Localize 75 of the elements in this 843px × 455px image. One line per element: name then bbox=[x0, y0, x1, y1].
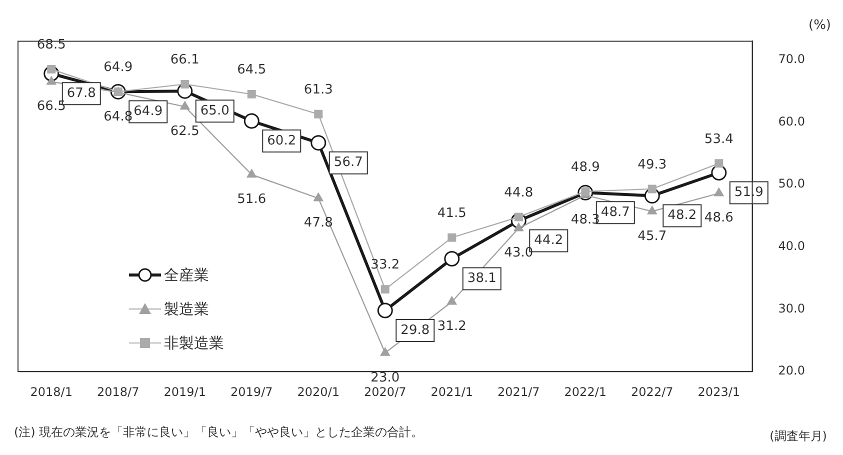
point bbox=[513, 222, 524, 232]
point bbox=[446, 296, 458, 305]
data-label: 41.5 bbox=[437, 206, 466, 221]
data-label: 31.2 bbox=[437, 319, 466, 334]
data-label: 47.8 bbox=[304, 216, 333, 231]
data-label: 33.2 bbox=[370, 258, 400, 273]
x-tick-label: 2021/1 bbox=[430, 384, 474, 399]
point bbox=[444, 251, 460, 267]
data-label: 60.2 bbox=[267, 133, 296, 148]
point bbox=[714, 187, 724, 196]
legend-label: 全産業 bbox=[164, 266, 209, 284]
y-tick-label: 40.0 bbox=[778, 239, 805, 254]
point bbox=[246, 168, 257, 178]
point bbox=[314, 110, 323, 118]
point bbox=[313, 192, 324, 202]
data-label: 29.8 bbox=[400, 322, 430, 338]
data-label: 56.7 bbox=[334, 155, 363, 170]
point bbox=[180, 80, 190, 88]
point bbox=[648, 184, 656, 194]
data-label: 48.9 bbox=[570, 160, 600, 175]
data-label: 68.5 bbox=[36, 38, 66, 53]
data-label: 49.3 bbox=[638, 157, 667, 172]
data-label: 51.6 bbox=[237, 192, 266, 207]
data-label: 64.5 bbox=[237, 62, 266, 78]
point bbox=[646, 205, 658, 214]
x-tick-label: 2022/7 bbox=[631, 384, 674, 399]
data-label: 48.7 bbox=[600, 205, 630, 220]
x-tick-label: 2018/7 bbox=[97, 384, 140, 399]
data-label: 48.2 bbox=[668, 208, 697, 224]
data-label: 64.9 bbox=[104, 60, 133, 76]
point bbox=[380, 285, 390, 294]
point bbox=[244, 113, 260, 129]
x-tick-label: 2020/7 bbox=[364, 384, 406, 399]
point bbox=[448, 233, 456, 242]
text: (注) 現在の業況を「非常に良い」「良い」「やや良い」とした企業の合計。 bbox=[14, 424, 424, 441]
y-axis-title: (%) bbox=[808, 18, 831, 33]
data-label: 65.0 bbox=[200, 103, 230, 118]
x-tick-label: 2019/1 bbox=[164, 384, 206, 399]
x-axis-title: (調査年月) bbox=[770, 428, 827, 445]
data-label: 45.7 bbox=[638, 228, 667, 244]
legend-label: 製造業 bbox=[164, 300, 209, 318]
data-label: 48.6 bbox=[704, 210, 734, 226]
data-label: 38.1 bbox=[467, 271, 496, 286]
point bbox=[377, 302, 393, 318]
data-label: 66.1 bbox=[170, 52, 200, 68]
data-label: 53.4 bbox=[704, 132, 734, 147]
y-tick-label: 50.0 bbox=[778, 176, 805, 191]
point bbox=[714, 159, 724, 168]
point bbox=[47, 65, 56, 74]
legend-label: 非製造業 bbox=[164, 334, 224, 352]
y-tick-label: 20.0 bbox=[778, 364, 805, 378]
point bbox=[711, 164, 727, 180]
x-tick-label: 2021/7 bbox=[498, 384, 540, 399]
y-tick-label: 70.0 bbox=[778, 52, 805, 66]
point bbox=[180, 100, 190, 110]
data-label: 67.8 bbox=[66, 86, 96, 101]
point bbox=[380, 346, 390, 356]
data-label: 62.5 bbox=[170, 124, 200, 140]
point bbox=[310, 135, 326, 151]
data-label: 61.3 bbox=[304, 82, 333, 98]
data-label: 44.2 bbox=[534, 233, 564, 248]
data-label: 43.0 bbox=[504, 246, 534, 261]
x-tick-label: 2019/7 bbox=[230, 384, 273, 399]
x-tick-label: 2022/1 bbox=[564, 384, 607, 399]
x-tick-label: 2018/1 bbox=[30, 384, 72, 399]
point bbox=[247, 90, 256, 98]
y-tick-label: 30.0 bbox=[778, 301, 805, 316]
point bbox=[46, 76, 57, 85]
y-tick-label: 60.0 bbox=[778, 114, 805, 128]
x-tick-label: 2023/1 bbox=[698, 384, 740, 399]
data-label: 44.8 bbox=[504, 185, 534, 200]
data-label: 23.0 bbox=[370, 370, 400, 386]
data-label: 66.5 bbox=[36, 99, 66, 114]
data-label: 64.9 bbox=[134, 104, 163, 120]
x-tick-label: 2020/1 bbox=[297, 384, 340, 399]
